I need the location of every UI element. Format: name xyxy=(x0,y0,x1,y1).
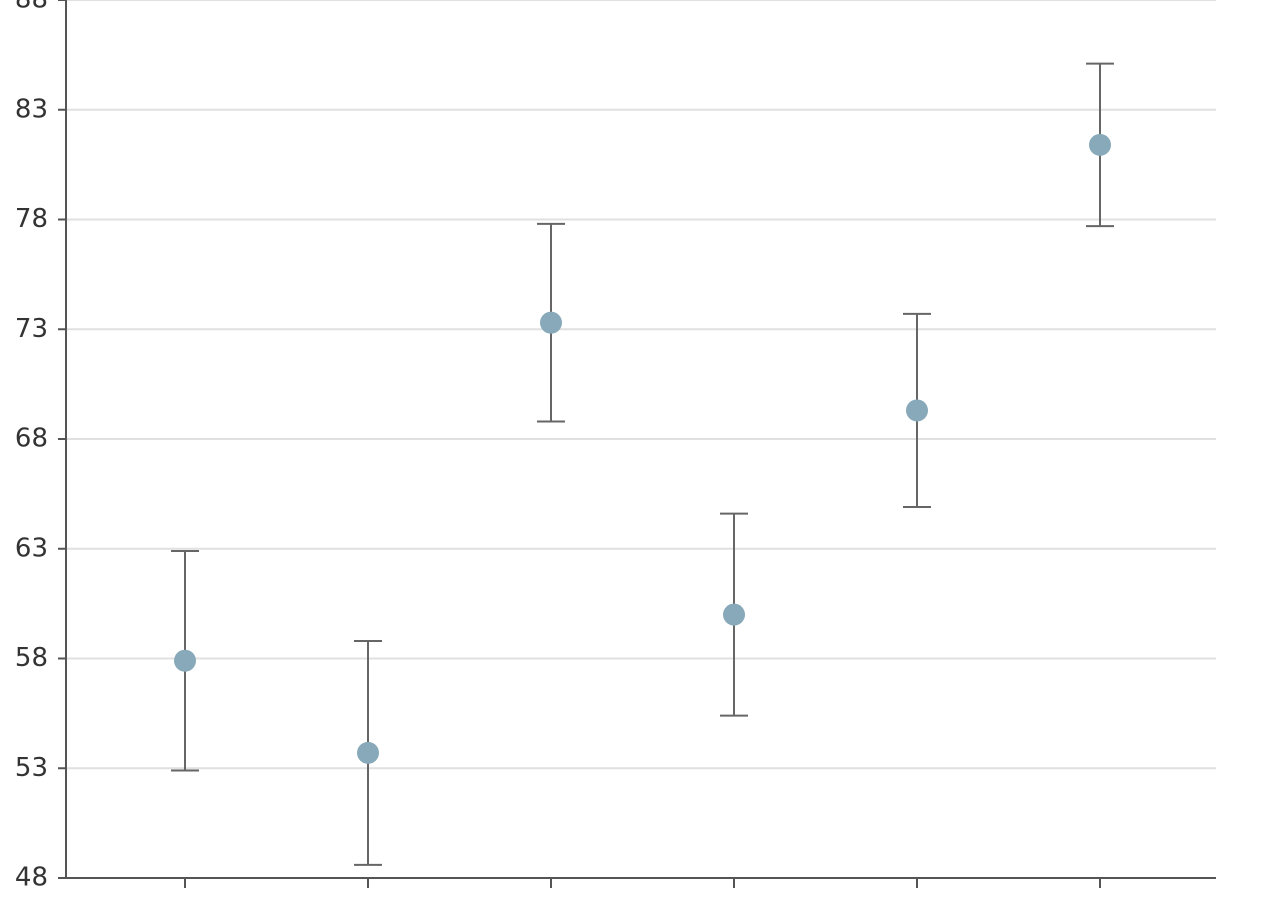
y-tick-label: 48 xyxy=(15,863,48,893)
y-tick-label: 58 xyxy=(15,643,48,673)
point xyxy=(357,741,379,764)
y-tick-label: 88 xyxy=(15,0,48,15)
point xyxy=(174,649,196,672)
y-tick-label: 73 xyxy=(15,314,48,344)
point xyxy=(1089,133,1111,156)
point xyxy=(540,311,562,334)
y-tick-label: 83 xyxy=(15,94,48,124)
y-tick-label: 78 xyxy=(15,204,48,234)
point xyxy=(906,399,928,422)
y-tick-label: 68 xyxy=(15,424,48,454)
y-tick-label: 63 xyxy=(15,533,48,563)
point xyxy=(723,603,745,626)
y-tick-label: 53 xyxy=(15,753,48,783)
